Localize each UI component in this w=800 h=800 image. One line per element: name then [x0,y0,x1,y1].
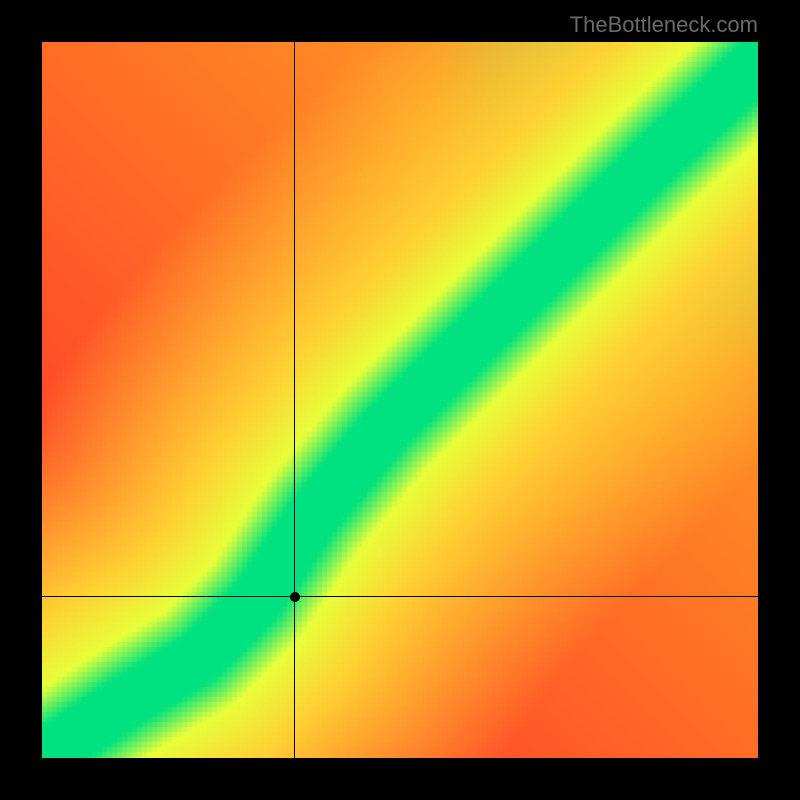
watermark-text: TheBottleneck.com [570,12,758,38]
bottleneck-heatmap [42,42,758,758]
crosshair-horizontal [42,596,758,597]
crosshair-marker [290,592,300,602]
crosshair-vertical [294,42,295,758]
chart-container: TheBottleneck.com [0,0,800,800]
